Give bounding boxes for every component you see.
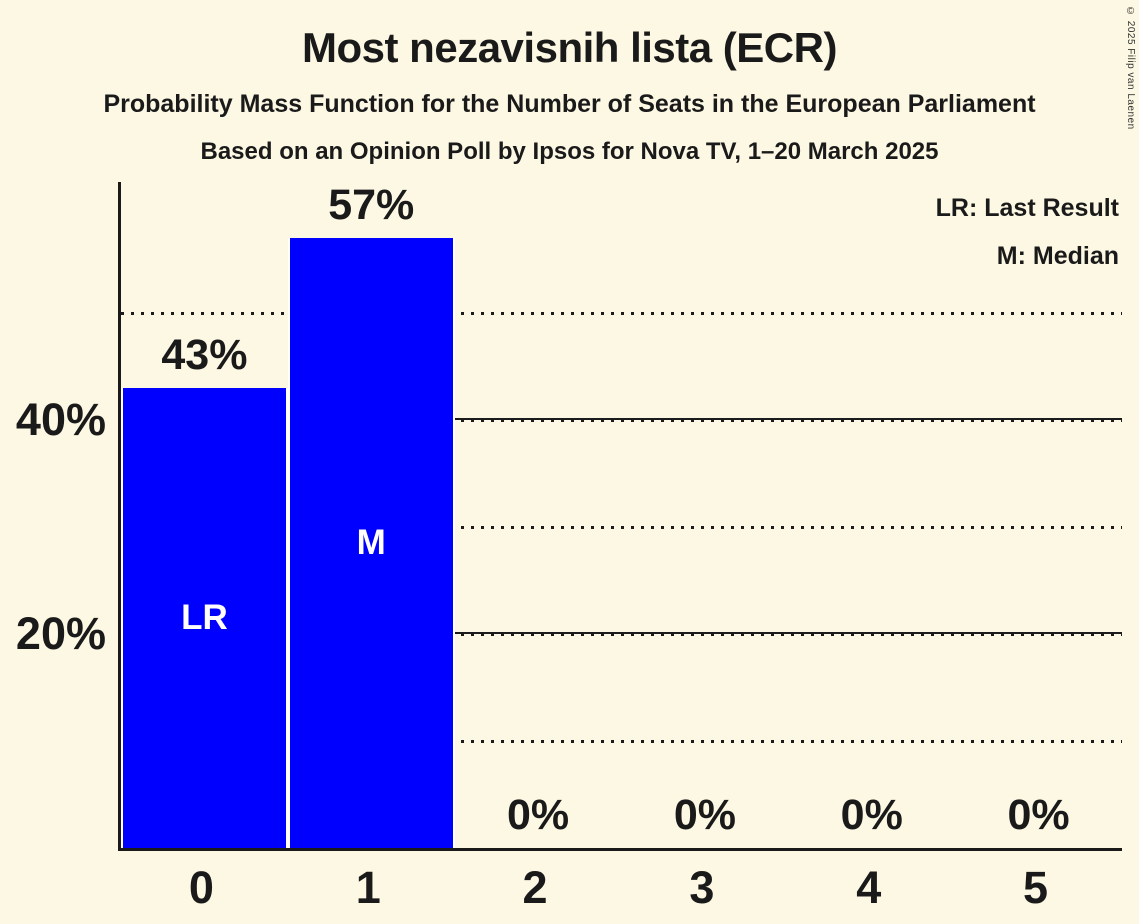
copyright-note: © 2025 Filip van Laenen — [1125, 6, 1136, 130]
y-tick-label: 20% — [15, 608, 106, 659]
bar — [287, 238, 455, 848]
bar-annotation: LR — [181, 597, 228, 637]
y-tick-label: 40% — [15, 394, 106, 445]
bar-value-label: 0% — [506, 791, 570, 839]
bar-value-label: 0% — [840, 791, 903, 839]
bar-slot-0: LR 43% — [121, 182, 288, 848]
plot-area: LR 43% M 57% 0% 0% 0% 0% — [118, 182, 1122, 851]
bar-slot-4: 0% — [788, 182, 955, 848]
x-tick-label: 4 — [856, 862, 882, 913]
chart-legend: LR: Last Result M: Median — [936, 184, 1119, 280]
x-tick-label: 2 — [522, 862, 548, 913]
gridline-20 — [121, 632, 1122, 636]
bar-slot-3: 0% — [622, 182, 789, 848]
bar-annotation: M — [356, 523, 386, 563]
x-tick-label: 0 — [188, 862, 214, 913]
chart-subtitle-poll-info: Based on an Opinion Poll by Ipsos for No… — [200, 138, 939, 165]
legend-median: M: Median — [996, 242, 1119, 270]
x-tick-label: 1 — [355, 862, 381, 913]
gridline-40 — [121, 418, 1122, 422]
bar-slot-2: 0% — [455, 182, 622, 848]
gridline-30 — [121, 526, 1122, 529]
bar-value-label: 0% — [1007, 791, 1070, 839]
bar-value-label: 57% — [328, 181, 415, 230]
gridline-50 — [121, 312, 1122, 315]
gridline-10 — [121, 740, 1122, 743]
bar-slot-1: M 57% — [287, 181, 455, 848]
chart-title: Most nezavisnih lista (ECR) — [302, 24, 837, 71]
bar — [121, 387, 288, 848]
legend-last-result: LR: Last Result — [935, 194, 1119, 222]
bar-value-label: 0% — [673, 791, 736, 839]
x-tick-label: 3 — [689, 862, 715, 913]
x-tick-label: 5 — [1023, 862, 1049, 913]
bar-slot-5: 0% — [955, 182, 1122, 848]
chart-subtitle: Probability Mass Function for the Number… — [103, 90, 1036, 118]
bar-value-label: 43% — [161, 330, 248, 379]
